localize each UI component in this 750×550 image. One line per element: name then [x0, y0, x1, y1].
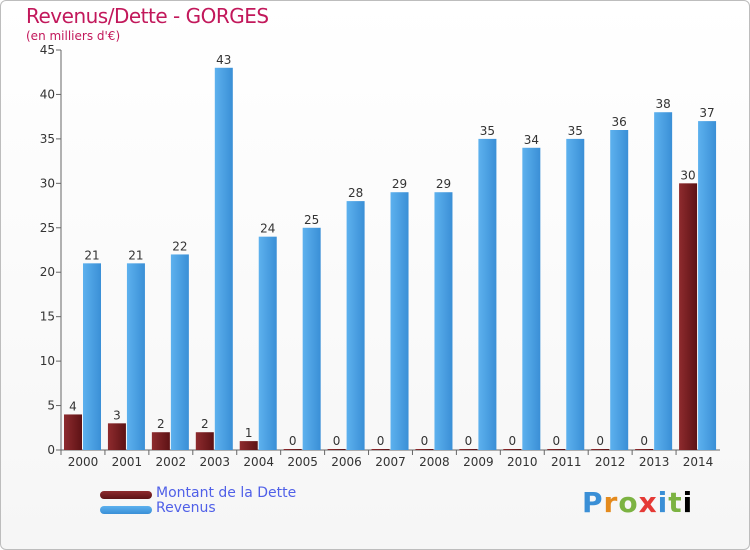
x-tick-label: 2002	[156, 455, 187, 469]
bar-dette	[459, 449, 478, 450]
x-tick-label: 2005	[287, 455, 318, 469]
chart-subtitle: (en milliers d'€)	[26, 29, 121, 43]
bar-revenus	[478, 138, 497, 450]
data-label-dette: 4	[69, 399, 77, 413]
data-label-revenus: 25	[304, 213, 319, 227]
x-tick-label: 2014	[683, 455, 714, 469]
y-tick-label: 45	[40, 43, 55, 57]
legend-label-dette: Montant de la Dette	[156, 485, 297, 501]
data-label-dette: 30	[680, 168, 695, 182]
data-label-revenus: 34	[524, 133, 539, 147]
y-tick-label: 40	[40, 87, 55, 101]
data-label-revenus: 21	[128, 248, 143, 262]
bar-revenus	[390, 192, 409, 450]
x-tick-label: 2008	[419, 455, 450, 469]
x-tick-label: 2003	[199, 455, 230, 469]
bar-revenus	[566, 138, 585, 450]
x-tick-label: 2004	[243, 455, 274, 469]
bar-revenus	[83, 263, 101, 450]
data-label-revenus: 22	[172, 239, 187, 253]
legend-swatch-dette	[100, 491, 152, 499]
bar-revenus	[170, 254, 189, 450]
bar-revenus	[610, 130, 629, 450]
data-label-dette: 0	[289, 434, 297, 448]
y-tick-label: 25	[40, 221, 55, 235]
data-label-dette: 3	[113, 408, 121, 422]
bar-revenus	[654, 112, 673, 450]
data-labels: 4213212222431240250280290290350340350360…	[69, 53, 715, 448]
bar-revenus	[258, 236, 277, 450]
y-tick-label: 20	[40, 265, 55, 279]
bar-dette	[503, 449, 522, 450]
bar-dette	[107, 423, 126, 450]
y-tick-label: 30	[40, 176, 55, 190]
x-tick-label: 2013	[639, 455, 670, 469]
bar-dette	[283, 449, 302, 450]
bar-dette	[151, 432, 170, 450]
data-label-revenus: 21	[84, 248, 99, 262]
data-label-dette: 0	[465, 434, 473, 448]
data-label-revenus: 28	[348, 186, 363, 200]
bar-dette	[195, 432, 214, 450]
bar-dette	[239, 441, 258, 450]
data-label-dette: 1	[245, 426, 253, 440]
x-tick-label: 2007	[375, 455, 406, 469]
data-label-dette: 2	[157, 417, 165, 431]
data-label-revenus: 29	[436, 177, 451, 191]
bars	[64, 67, 717, 451]
y-tick-label: 15	[40, 310, 55, 324]
x-tick-label: 2006	[331, 455, 362, 469]
data-label-dette: 0	[333, 434, 341, 448]
y-tick-label: 10	[40, 354, 55, 368]
x-tick-label: 2011	[551, 455, 582, 469]
x-tick-label: 2009	[463, 455, 494, 469]
x-tick-label: 2001	[112, 455, 143, 469]
proxiti-logo: Proxiti	[582, 486, 694, 519]
bar-revenus	[522, 147, 541, 450]
x-tick-label: 2010	[507, 455, 538, 469]
bar-dette	[327, 449, 346, 450]
bar-dette	[547, 449, 566, 450]
bar-revenus	[302, 227, 321, 450]
data-label-revenus: 37	[699, 106, 714, 120]
bar-dette	[679, 183, 698, 451]
y-tick-label: 35	[40, 132, 55, 146]
bar-revenus	[698, 121, 717, 450]
data-label-revenus: 35	[480, 124, 495, 138]
bar-revenus	[434, 192, 453, 450]
bar-revenus	[126, 263, 145, 450]
data-label-dette: 0	[421, 434, 429, 448]
data-label-revenus: 38	[655, 97, 670, 111]
bar-dette	[371, 449, 390, 450]
data-label-dette: 2	[201, 417, 209, 431]
bar-revenus	[214, 67, 233, 451]
data-label-revenus: 35	[568, 124, 583, 138]
data-label-revenus: 24	[260, 222, 275, 236]
legend-swatch-revenus	[100, 506, 152, 514]
y-tick-label: 0	[47, 443, 55, 457]
data-label-dette: 0	[640, 434, 648, 448]
bar-dette	[635, 449, 654, 450]
data-label-dette: 0	[552, 434, 560, 448]
data-label-dette: 0	[377, 434, 385, 448]
data-label-dette: 0	[596, 434, 604, 448]
x-tick-label: 2000	[68, 455, 99, 469]
bar-dette	[591, 449, 610, 450]
chart-title: Revenus/Dette - GORGES	[26, 4, 269, 28]
data-label-revenus: 43	[216, 53, 231, 67]
legend-label-revenus: Revenus	[156, 500, 216, 516]
bar-dette	[64, 414, 82, 450]
bar-revenus	[346, 201, 365, 450]
bar-dette	[415, 449, 434, 450]
data-label-dette: 0	[509, 434, 517, 448]
y-tick-label: 5	[47, 399, 55, 413]
data-label-revenus: 29	[392, 177, 407, 191]
data-label-revenus: 36	[612, 115, 627, 129]
x-tick-label: 2012	[595, 455, 626, 469]
